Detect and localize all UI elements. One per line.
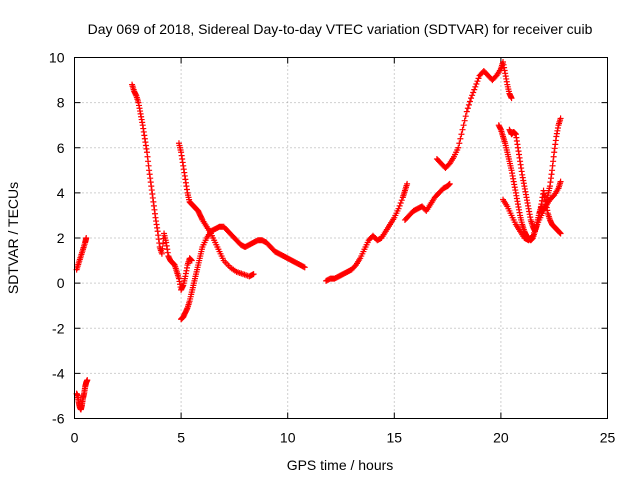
series-seg2 bbox=[73, 377, 91, 413]
data-point-fill bbox=[462, 113, 469, 120]
data-point bbox=[557, 178, 564, 185]
y-tick-label: 4 bbox=[57, 185, 65, 201]
data-point-fill bbox=[473, 81, 480, 88]
y-tick-label: 10 bbox=[49, 50, 65, 66]
data-point bbox=[463, 108, 470, 115]
data-point-fill bbox=[469, 92, 476, 99]
data-point bbox=[250, 271, 257, 278]
series-seg4 bbox=[175, 140, 257, 280]
data-point bbox=[459, 126, 466, 133]
y-tick-label: -4 bbox=[52, 365, 65, 381]
series-seg8 bbox=[433, 59, 515, 172]
data-points bbox=[73, 59, 564, 413]
series-seg11 bbox=[500, 178, 564, 244]
data-point-fill bbox=[466, 98, 473, 105]
data-point-fill bbox=[458, 131, 465, 138]
data-point-fill bbox=[461, 117, 468, 124]
data-point-fill bbox=[396, 202, 403, 209]
data-point bbox=[472, 83, 479, 90]
data-point-fill bbox=[460, 122, 467, 129]
series-seg6 bbox=[323, 180, 411, 284]
data-point bbox=[455, 144, 462, 151]
series-seg3 bbox=[129, 81, 195, 293]
chart-title: Day 069 of 2018, Sidereal Day-to-day VTE… bbox=[88, 21, 593, 37]
data-point-fill bbox=[470, 89, 477, 96]
data-point-fill bbox=[456, 140, 463, 147]
data-point-fill bbox=[397, 200, 404, 207]
data-point-fill bbox=[475, 75, 482, 82]
x-tick-label: 25 bbox=[600, 430, 616, 446]
data-point bbox=[468, 95, 475, 102]
data-point-fill bbox=[474, 78, 481, 85]
y-tick-label: 6 bbox=[57, 140, 65, 156]
y-axis-label: SDTVAR / TECUs bbox=[5, 182, 21, 294]
data-point-fill bbox=[528, 233, 535, 240]
data-point bbox=[557, 230, 564, 237]
data-point bbox=[404, 180, 411, 187]
data-point bbox=[84, 377, 91, 384]
series-seg7 bbox=[401, 180, 453, 223]
y-tick-label: -2 bbox=[52, 320, 65, 336]
data-point-fill bbox=[471, 86, 478, 93]
x-tick-label: 20 bbox=[493, 430, 509, 446]
data-point-fill bbox=[464, 105, 471, 112]
series-seg1 bbox=[73, 235, 90, 273]
data-point bbox=[557, 115, 564, 122]
x-tick-label: 5 bbox=[177, 430, 185, 446]
data-point bbox=[508, 95, 515, 102]
data-point-fill bbox=[530, 229, 537, 236]
y-tick-label: 2 bbox=[57, 230, 65, 246]
x-tick-label: 0 bbox=[71, 430, 79, 446]
data-point bbox=[158, 250, 165, 257]
data-point-fill bbox=[398, 197, 405, 204]
data-point bbox=[395, 205, 402, 212]
data-point-fill bbox=[159, 240, 166, 247]
data-point bbox=[301, 264, 308, 271]
x-axis-label: GPS time / hours bbox=[287, 457, 394, 473]
data-point-fill bbox=[532, 227, 539, 234]
tick-labels: 0 5 10 15 20 25 -6 -4 -2 0 2 4 6 8 10 bbox=[49, 50, 616, 446]
data-point-fill bbox=[465, 101, 472, 108]
data-point bbox=[83, 235, 90, 241]
data-point bbox=[529, 232, 536, 239]
y-tick-label: 0 bbox=[57, 275, 65, 291]
data-point-fill bbox=[533, 224, 540, 231]
plot-frame bbox=[74, 57, 608, 419]
series-seg5 bbox=[178, 223, 308, 323]
data-point-fill bbox=[457, 135, 464, 142]
y-tick-label: 8 bbox=[57, 95, 65, 111]
x-tick-label: 10 bbox=[280, 430, 296, 446]
x-tick-label: 15 bbox=[387, 430, 403, 446]
data-point bbox=[446, 180, 453, 187]
data-point bbox=[188, 257, 195, 264]
y-tick-label: -6 bbox=[52, 411, 65, 427]
